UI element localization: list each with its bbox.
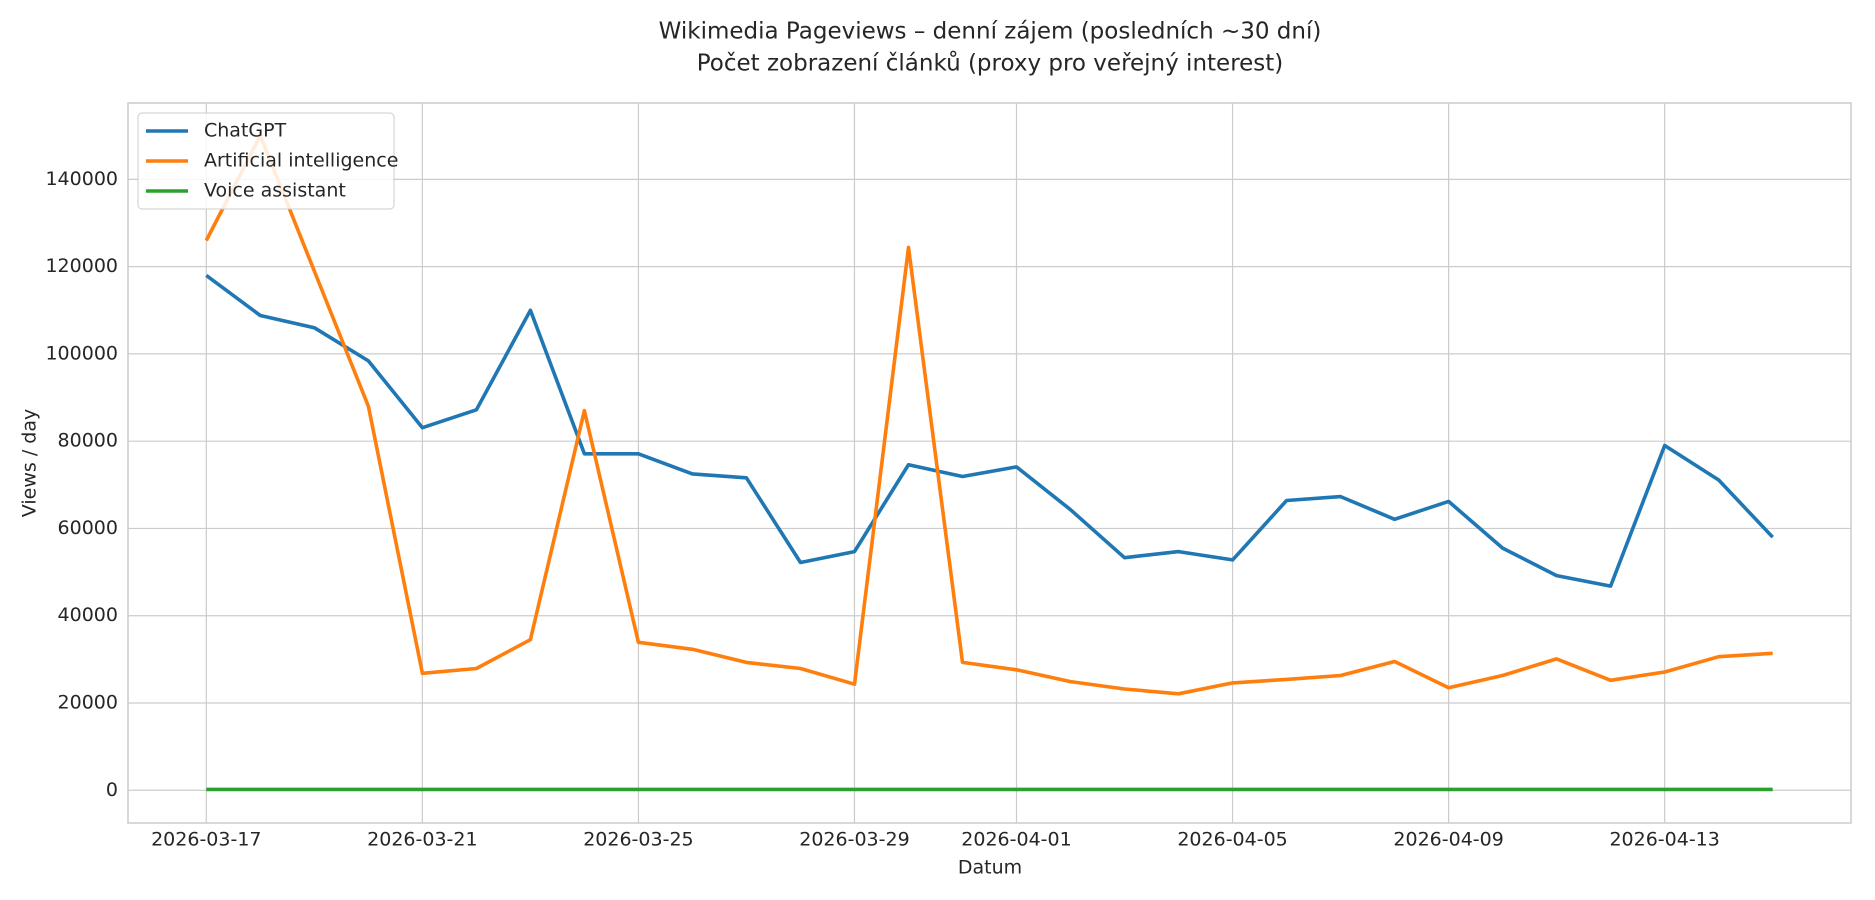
legend-label: ChatGPT	[204, 120, 287, 142]
y-tick-label: 80000	[58, 430, 118, 452]
x-axis-label: Datum	[958, 857, 1022, 879]
series-line	[205, 273, 1775, 588]
y-tick-label: 120000	[45, 255, 118, 277]
y-tick-label: 140000	[45, 168, 118, 190]
y-tick-label: 0	[106, 779, 118, 801]
legend: ChatGPT Artificial intelligence Voice assi…	[137, 112, 398, 210]
y-tick-label: 40000	[58, 604, 118, 626]
chart-subtitle: Počet zobrazení článků (proxy pro veřejn…	[697, 50, 1284, 77]
x-tick-label: 2026-03-17	[151, 829, 261, 851]
chart-title: Wikimedia Pageviews – denní zájem (posle…	[659, 19, 1322, 45]
x-tick-label: 2026-04-13	[1609, 829, 1719, 851]
x-tick-label: 2026-03-25	[583, 829, 693, 851]
x-tick-label: 2026-04-09	[1393, 829, 1503, 851]
x-tick-label: 2026-04-01	[961, 829, 1071, 851]
y-tick-label: 60000	[58, 517, 118, 539]
plot-frame	[127, 102, 1852, 824]
legend-label: Voice assistant	[204, 180, 346, 202]
y-axis-label: Views / day	[19, 409, 41, 517]
y-tick-label: 100000	[45, 342, 118, 364]
series-line	[204, 133, 1773, 696]
legend-label: Artificial intelligence	[204, 150, 398, 172]
legend-box	[137, 112, 395, 210]
x-tick-label: 2026-03-29	[799, 829, 909, 851]
x-tick-label: 2026-03-21	[367, 829, 477, 851]
x-tick-label: 2026-04-05	[1177, 829, 1287, 851]
y-tick-label: 20000	[58, 692, 118, 714]
